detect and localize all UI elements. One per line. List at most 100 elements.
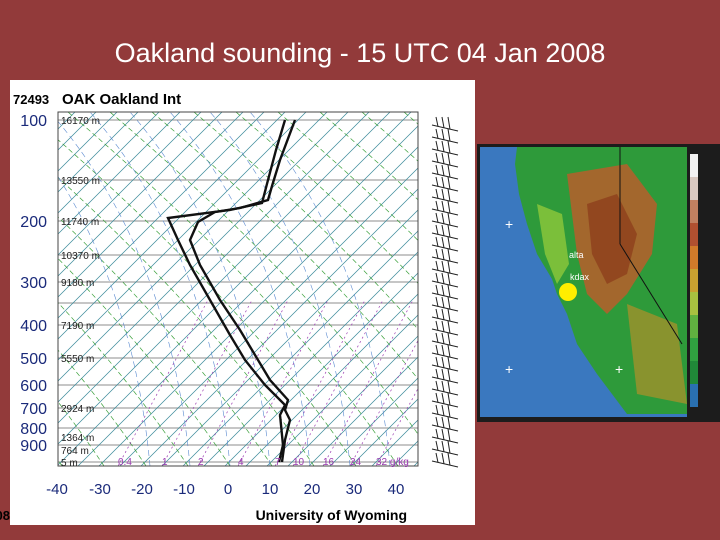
height-label: 16170 m	[61, 116, 100, 127]
mixing-ratio-line	[117, 299, 209, 466]
wind-barb	[431, 128, 459, 144]
moist-adiabat	[169, 112, 311, 466]
mixing-ratio-line	[237, 299, 329, 466]
barb-feather	[435, 176, 439, 187]
barb-staff	[431, 328, 459, 336]
barb-staff	[431, 160, 459, 168]
isotherm	[58, 112, 202, 256]
isotherm	[140, 188, 418, 466]
colorbar-cell	[690, 154, 698, 177]
mixing-ratio-line	[375, 387, 418, 466]
barb-feather	[441, 224, 445, 236]
wind-barb	[431, 392, 459, 408]
barb-feather	[447, 236, 451, 250]
wind-barb	[431, 320, 459, 336]
barb-feather	[441, 128, 445, 140]
wind-barb	[431, 368, 459, 384]
colorbar-cell	[690, 338, 698, 361]
barb-feather	[441, 212, 445, 224]
barb-feather	[435, 416, 439, 427]
temperature-label: 40	[388, 481, 405, 498]
wind-barb	[431, 344, 459, 360]
svg-text:+: +	[615, 361, 623, 377]
pressure-label: 300	[20, 275, 47, 292]
barb-feather	[435, 320, 439, 331]
barb-feather	[441, 368, 445, 380]
colorbar-cell	[690, 384, 698, 407]
wind-barb	[431, 236, 459, 252]
barb-feather	[447, 320, 451, 334]
barb-staff	[431, 448, 459, 456]
height-label: 11740 m	[61, 217, 99, 228]
dry-adiabat	[58, 302, 189, 466]
barb-staff	[431, 412, 459, 420]
isotherm	[58, 112, 412, 466]
dry-adiabat	[151, 112, 418, 380]
isotherm	[58, 112, 160, 214]
map-label: kdax	[570, 272, 590, 282]
barb-staff	[431, 292, 459, 300]
dry-adiabat	[193, 112, 418, 330]
colorbar-cell	[690, 246, 698, 269]
barb-feather	[447, 452, 451, 466]
dry-adiabat	[58, 216, 273, 466]
pressure-label: 500	[20, 351, 47, 368]
barb-staff	[431, 376, 459, 384]
isotherm	[58, 112, 139, 193]
barb-staff	[431, 184, 459, 192]
barb-feather	[435, 440, 439, 451]
barb-staff	[431, 400, 459, 408]
dry-adiabat	[58, 257, 231, 466]
barb-feather	[441, 356, 445, 368]
barb-feather	[447, 128, 451, 142]
barb-feather	[435, 152, 439, 163]
barb-staff	[431, 244, 459, 252]
mixing-ratio-label: 32 g/kg	[376, 457, 409, 468]
isotherm	[58, 112, 370, 424]
barb-staff	[431, 196, 459, 204]
moist-adiabat	[89, 112, 231, 466]
height-label: 5 m	[61, 458, 78, 469]
isotherm	[58, 112, 181, 235]
barb-feather	[435, 128, 439, 139]
barb-feather	[441, 428, 445, 440]
barb-staff	[431, 280, 459, 288]
dry-adiabat	[109, 112, 418, 435]
svg-text:+: +	[505, 216, 513, 232]
map-label: alta	[569, 250, 584, 260]
pressure-label: 700	[20, 401, 47, 418]
wind-barb	[431, 284, 459, 300]
wind-barb	[431, 260, 459, 276]
barb-feather	[447, 296, 451, 310]
moist-adiabat	[129, 112, 271, 466]
pressure-label: 200	[20, 214, 47, 231]
barb-feather	[447, 416, 451, 430]
barb-staff	[431, 388, 459, 396]
isotherm	[308, 356, 418, 466]
colorbar-cell	[690, 223, 698, 246]
pressure-label: 800	[20, 421, 47, 438]
height-label: 764 m	[61, 446, 89, 457]
barb-feather	[441, 260, 445, 272]
height-label: 13550 m	[61, 176, 100, 187]
mixing-ratio-line	[197, 299, 289, 466]
isotherm	[58, 112, 223, 277]
temperature-label: -30	[89, 481, 111, 498]
isotherm	[350, 398, 418, 466]
station-name: OAK Oakland Int	[62, 91, 181, 108]
wind-barb	[431, 164, 459, 180]
wind-barb	[431, 356, 459, 372]
barb-staff	[431, 316, 459, 324]
barb-feather	[435, 428, 439, 439]
isotherm	[266, 314, 418, 466]
wind-barb	[431, 308, 459, 324]
barb-feather	[435, 164, 439, 175]
wind-barb	[431, 440, 459, 456]
isotherm	[287, 335, 418, 466]
barb-feather	[447, 152, 451, 166]
slide-title: Oakland sounding - 15 UTC 04 Jan 2008	[114, 38, 606, 68]
barb-staff	[431, 124, 459, 132]
temperature-label: -10	[173, 481, 195, 498]
barb-feather	[435, 380, 439, 391]
